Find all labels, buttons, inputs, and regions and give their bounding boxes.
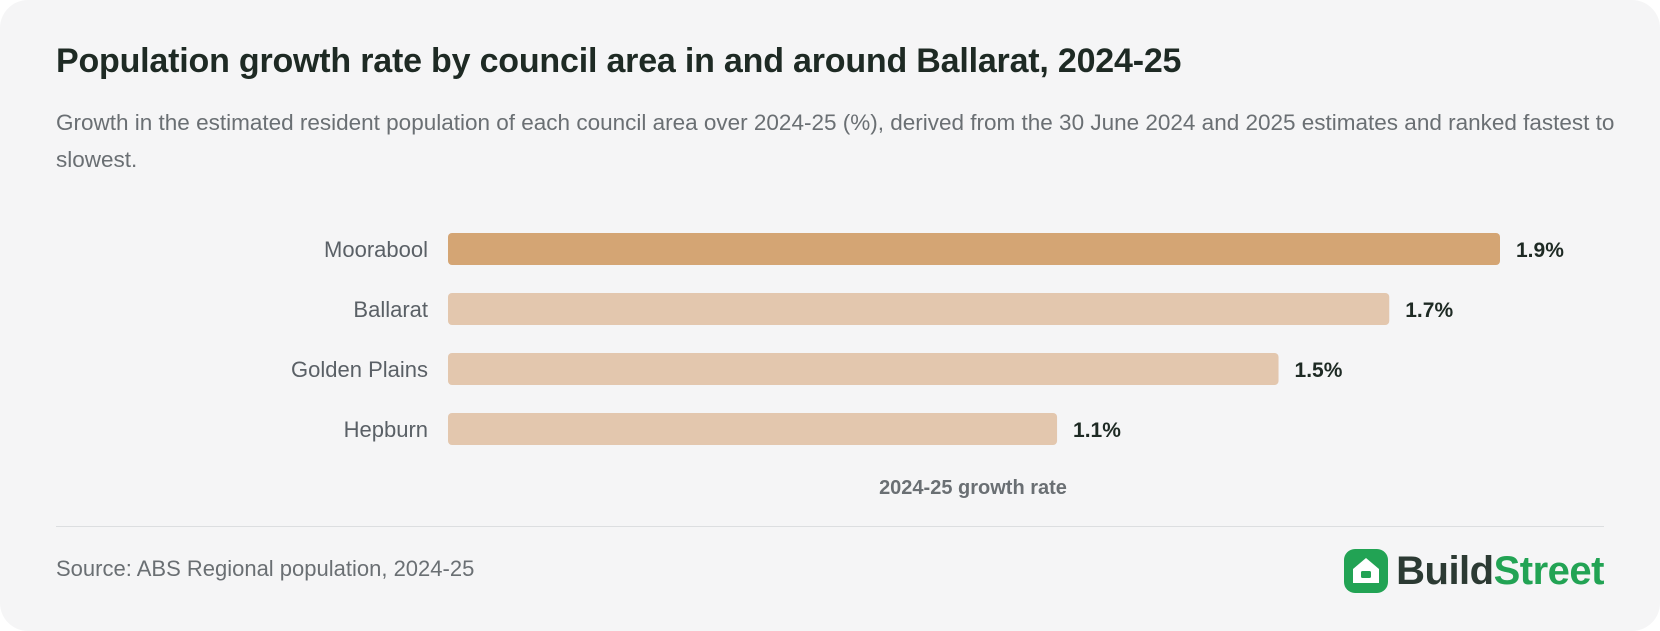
bar-chart: Moorabool 1.9% Ballarat 1.7% Golden Plains 1.… — [291, 233, 1564, 499]
logo-wordmark: BuildStreet — [1396, 549, 1604, 593]
bar-moorabool — [448, 233, 1500, 265]
value-label-golden-plains: 1.5% — [1295, 359, 1343, 382]
value-label-moorabool: 1.9% — [1516, 239, 1564, 262]
category-label-moorabool: Moorabool — [324, 237, 428, 262]
bar-golden-plains — [448, 353, 1279, 385]
bar-hepburn — [448, 413, 1058, 445]
footer-divider — [56, 526, 1604, 527]
category-label-hepburn: Hepburn — [344, 417, 428, 442]
buildstreet-logo: BuildStreet — [1344, 549, 1605, 593]
category-label-ballarat: Ballarat — [353, 297, 428, 322]
category-label-golden-plains: Golden Plains — [291, 357, 428, 382]
bar-ballarat — [448, 293, 1390, 325]
logo-street: Street — [1493, 549, 1605, 593]
chart-subtitle: Growth in the estimated resident populat… — [56, 110, 1615, 172]
chart-title: Population growth rate by council area i… — [56, 42, 1182, 80]
bars-layer: Moorabool 1.9% Ballarat 1.7% Golden Plains 1.… — [291, 233, 1564, 445]
value-label-ballarat: 1.7% — [1405, 299, 1453, 322]
source-note: Source: ABS Regional population, 2024-25 — [56, 556, 475, 581]
x-axis-label: 2024-25 growth rate — [879, 477, 1067, 499]
house-icon — [1344, 549, 1389, 593]
value-label-hepburn: 1.1% — [1073, 419, 1121, 442]
logo-build: Build — [1396, 549, 1494, 593]
